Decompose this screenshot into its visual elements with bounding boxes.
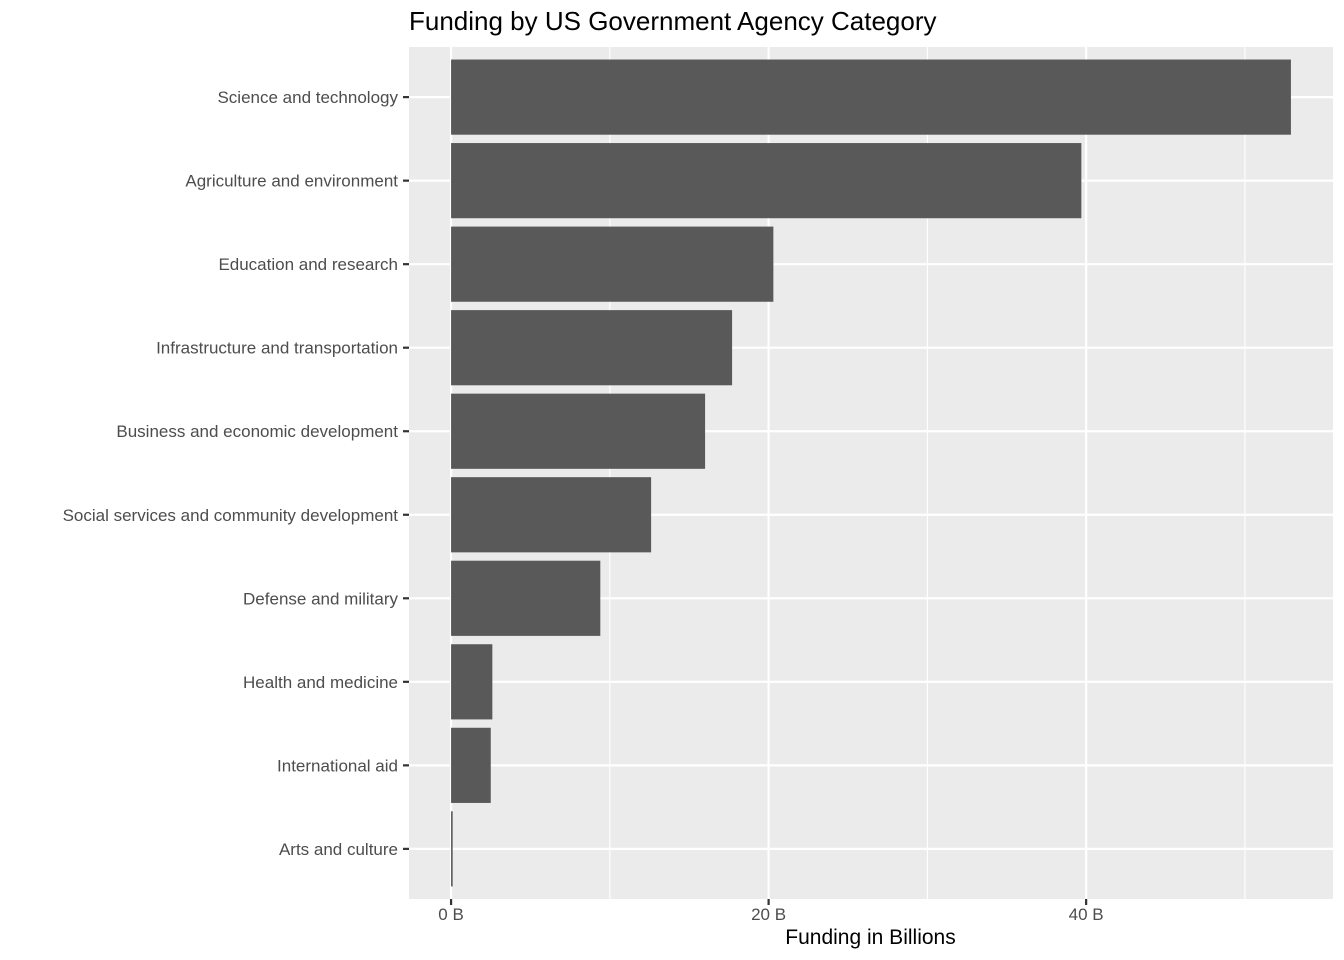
x-axis: 0 B 20 B 40 B [438, 899, 1104, 924]
plot-panel [409, 47, 1333, 899]
bar [451, 226, 774, 302]
x-axis-title: Funding in Billions [785, 926, 955, 949]
x-tick-label: 40 B [1069, 905, 1104, 924]
y-tick-label: Science and technology [217, 88, 398, 107]
x-tick-label: 20 B [751, 905, 786, 924]
y-tick-label: Agriculture and environment [185, 172, 398, 191]
y-tick-label: Social services and community developmen… [63, 506, 399, 525]
bar [451, 143, 1082, 219]
bar [451, 393, 706, 469]
bar [451, 477, 652, 553]
y-tick-label: Infrastructure and transportation [156, 339, 398, 358]
bar [451, 560, 601, 636]
bar [451, 310, 733, 386]
x-tick-label: 0 B [438, 905, 464, 924]
bar [451, 644, 493, 720]
y-tick-label: Business and economic development [116, 422, 398, 441]
bar [451, 811, 453, 887]
y-tick-label: Arts and culture [279, 840, 398, 859]
y-tick-label: Education and research [218, 255, 398, 274]
bar [451, 727, 491, 803]
y-tick-label: International aid [277, 756, 398, 775]
y-axis: Science and technology Agriculture and en… [63, 88, 409, 859]
y-tick-label: Health and medicine [243, 673, 398, 692]
chart-title: Funding by US Government Agency Category [409, 6, 937, 36]
bar [451, 59, 1291, 135]
y-tick-label: Defense and military [243, 589, 398, 608]
